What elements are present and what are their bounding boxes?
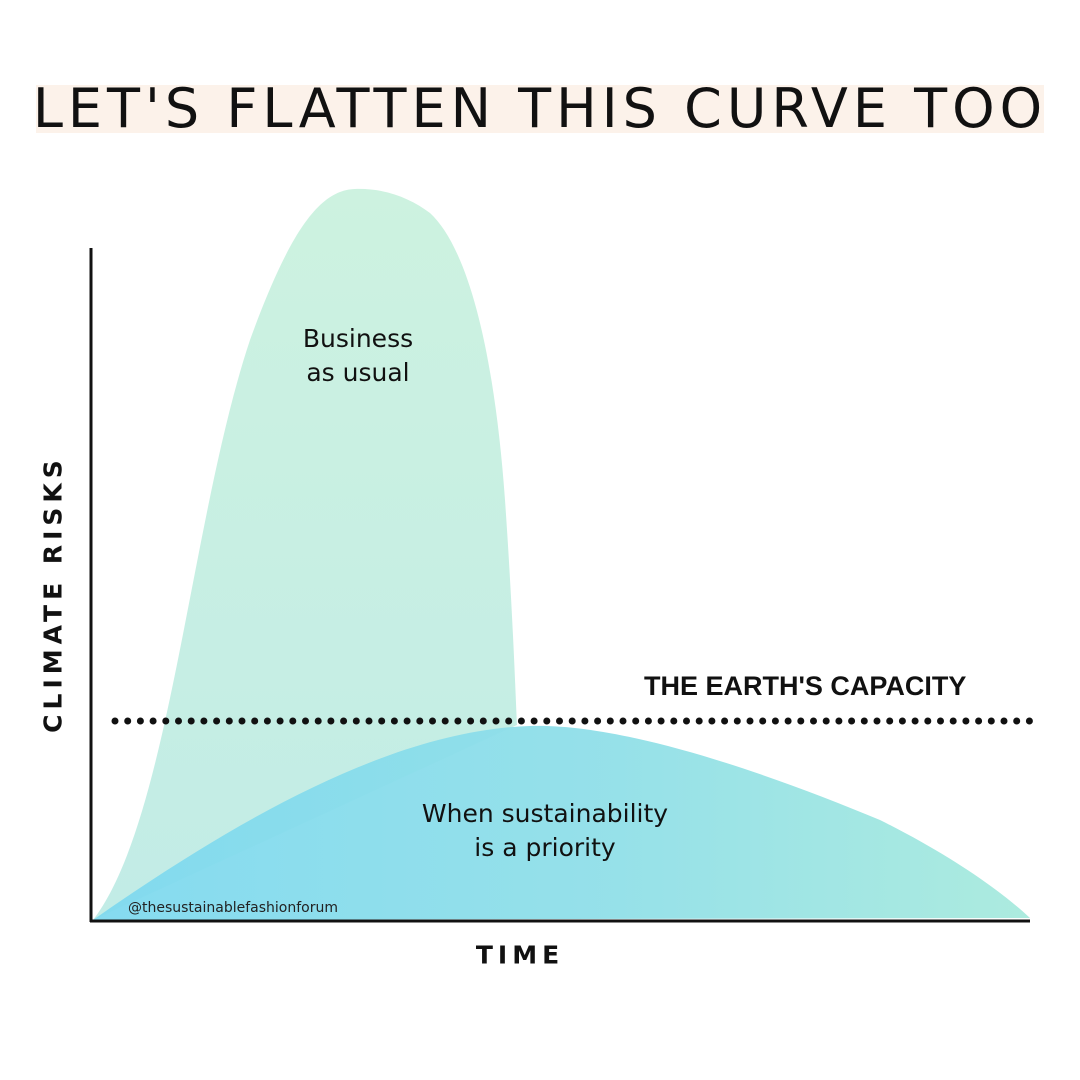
earth-capacity-label: THE EARTH'S CAPACITY — [644, 671, 967, 701]
page-title: LET'S FLATTEN THIS CURVE TOO — [32, 77, 1048, 140]
business-as-usual-line-1: Business — [302, 324, 414, 353]
business-as-usual-line-2: as usual — [306, 358, 410, 387]
y-axis-label: CLIMATE RISKS — [38, 455, 68, 733]
sustainability-line-1: When sustainability — [421, 799, 669, 828]
social-handle: @thesustainablefashionforum — [128, 900, 338, 916]
title-highlight — [36, 85, 1044, 133]
x-axis-label: TIME — [475, 940, 565, 970]
sustainability-curve — [93, 725, 1030, 920]
business-as-usual-curve — [93, 188, 517, 920]
sustainability-label: When sustainability is a priority — [422, 797, 668, 865]
sustainability-line-2: is a priority — [474, 833, 616, 862]
business-as-usual-label: Business as usual — [303, 322, 413, 390]
